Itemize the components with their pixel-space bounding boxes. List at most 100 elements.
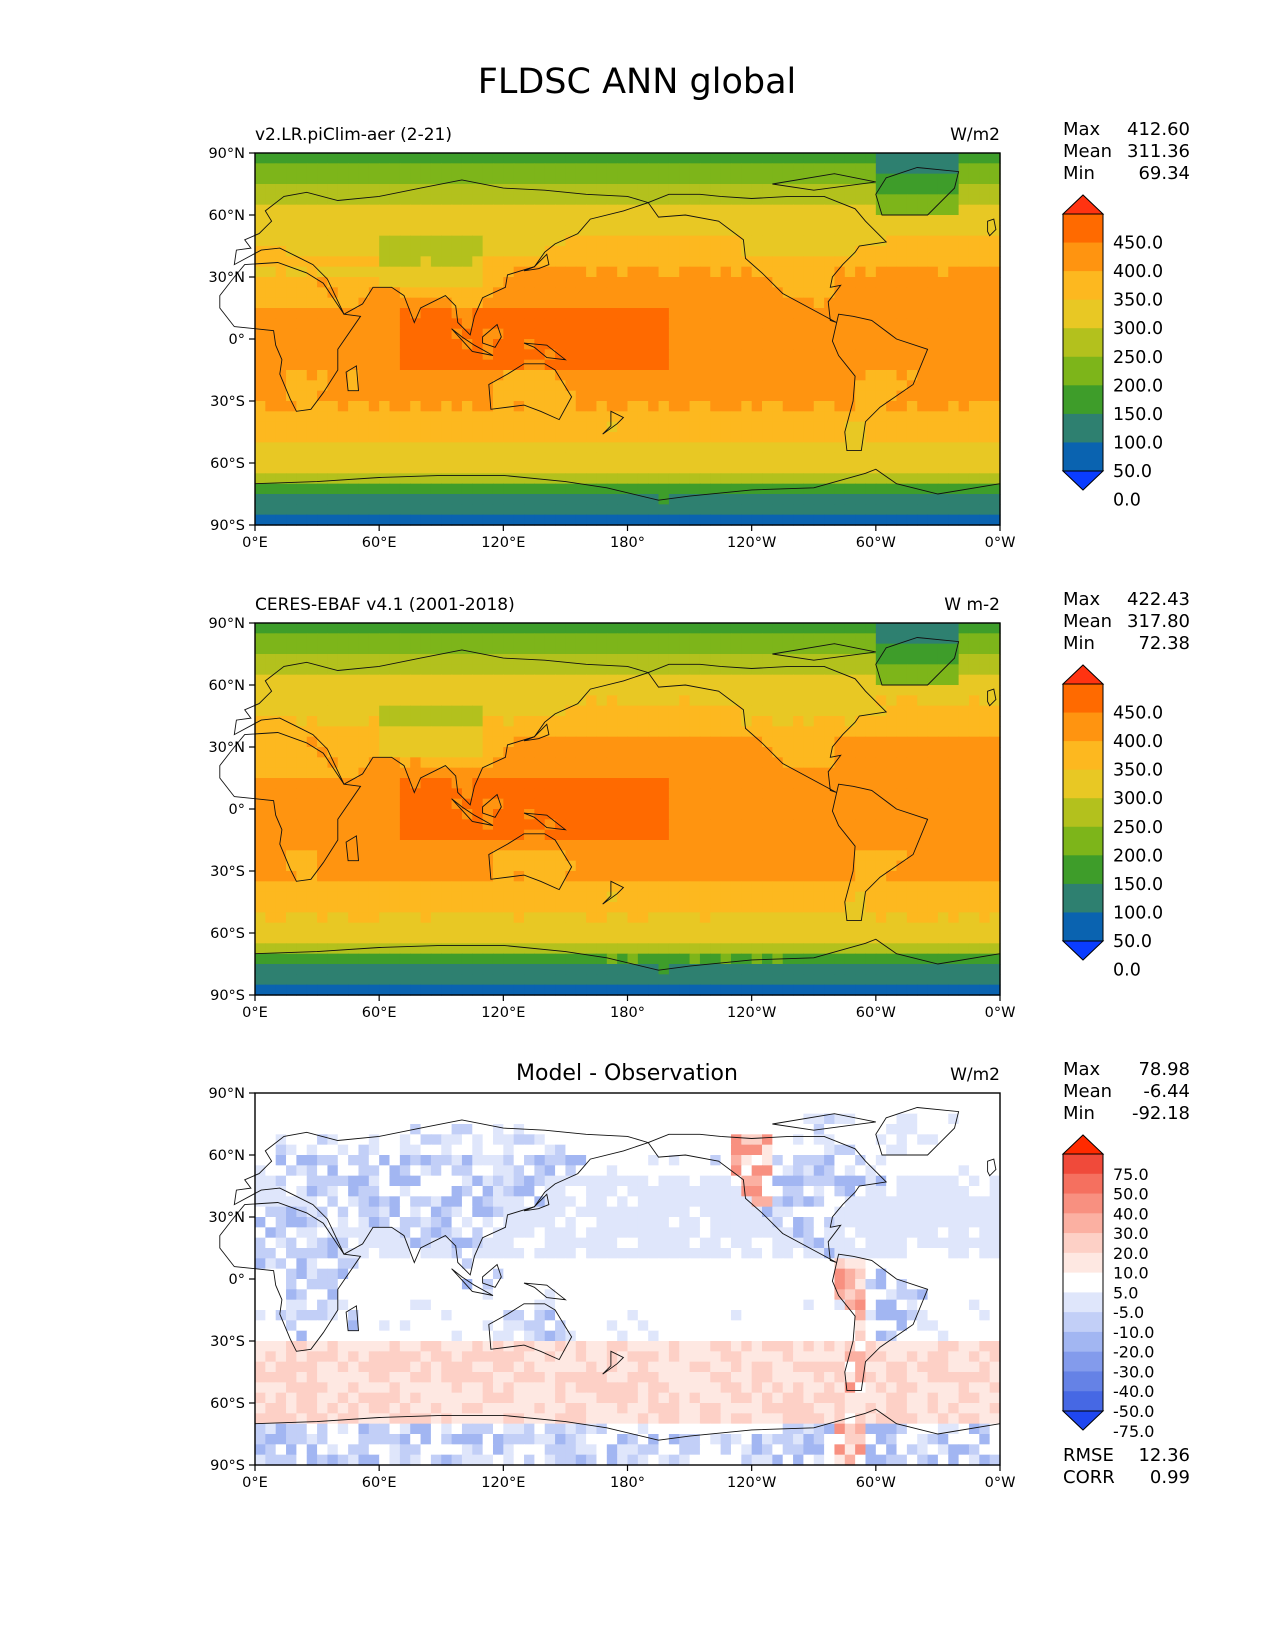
field-cell bbox=[730, 266, 742, 278]
field-cell bbox=[906, 726, 918, 738]
field-cell bbox=[710, 633, 722, 645]
field-cell bbox=[286, 153, 297, 164]
field-cell bbox=[865, 788, 877, 800]
field-cell bbox=[617, 370, 629, 381]
field-cell bbox=[544, 463, 556, 474]
field-cell bbox=[906, 912, 918, 924]
field-cell bbox=[389, 674, 401, 686]
field-cell bbox=[575, 767, 587, 779]
field-cell bbox=[410, 850, 422, 862]
field-cell bbox=[896, 674, 908, 686]
field-cell bbox=[699, 287, 711, 299]
field-cell bbox=[492, 173, 504, 185]
field-cell bbox=[917, 757, 929, 769]
field-cell bbox=[865, 153, 877, 164]
field-cell bbox=[844, 452, 856, 464]
field-cell bbox=[958, 716, 970, 727]
field-cell bbox=[637, 685, 649, 696]
field-cell bbox=[793, 829, 805, 841]
field-cell bbox=[648, 225, 660, 237]
field-cell bbox=[255, 287, 266, 299]
field-cell bbox=[927, 287, 939, 299]
field-cell bbox=[399, 153, 411, 164]
field-cell bbox=[751, 432, 763, 443]
field-cell bbox=[524, 173, 535, 185]
field-cell bbox=[296, 798, 308, 810]
field-cell bbox=[699, 912, 711, 924]
field-cell bbox=[689, 922, 701, 934]
field-cell bbox=[875, 483, 887, 495]
field-cell bbox=[989, 809, 1001, 820]
field-cell bbox=[648, 380, 660, 392]
field-cell bbox=[679, 922, 691, 934]
field-cell bbox=[596, 370, 608, 381]
field-cell bbox=[968, 504, 980, 516]
field-cell bbox=[751, 943, 763, 955]
field-cell bbox=[544, 349, 556, 361]
field-cell bbox=[689, 184, 701, 195]
field-cell bbox=[524, 850, 535, 862]
field-cell bbox=[834, 297, 846, 309]
field-cell bbox=[679, 204, 691, 216]
field-cell bbox=[296, 194, 308, 206]
field-cell bbox=[668, 163, 680, 175]
field-cell bbox=[265, 204, 277, 216]
field-cell bbox=[906, 860, 918, 872]
field-cell bbox=[824, 215, 836, 226]
field-cell bbox=[286, 359, 297, 371]
field-cell bbox=[596, 664, 608, 676]
field-cell bbox=[368, 809, 380, 820]
field-cell bbox=[803, 788, 815, 800]
field-cell bbox=[855, 452, 867, 464]
field-cell bbox=[751, 829, 763, 841]
field-cell bbox=[389, 277, 401, 288]
field-cell bbox=[958, 767, 970, 779]
field-cell bbox=[762, 390, 773, 402]
field-cell bbox=[668, 685, 680, 696]
field-cell bbox=[679, 860, 691, 872]
field-cell bbox=[565, 829, 577, 841]
field-cell bbox=[503, 215, 515, 226]
field-cell bbox=[379, 184, 391, 195]
field-cell bbox=[286, 664, 297, 676]
field-cell bbox=[296, 277, 308, 288]
field-cell bbox=[689, 788, 701, 800]
field-cell bbox=[917, 215, 929, 226]
field-cell bbox=[565, 685, 577, 696]
field-cell bbox=[979, 339, 991, 350]
field-cell bbox=[348, 891, 360, 903]
field-cell bbox=[751, 411, 763, 423]
field-cell bbox=[275, 767, 287, 779]
field-cell bbox=[596, 674, 608, 686]
field-cell bbox=[772, 695, 784, 707]
field-cell bbox=[875, 297, 887, 309]
field-cell bbox=[472, 674, 484, 686]
field-cell bbox=[317, 809, 329, 820]
field-cell bbox=[265, 225, 277, 237]
field-cell bbox=[544, 654, 556, 665]
field-cell bbox=[265, 953, 277, 965]
field-cell bbox=[451, 685, 463, 696]
field-cell bbox=[348, 494, 360, 505]
field-cell bbox=[927, 194, 939, 206]
field-cell bbox=[410, 339, 422, 350]
field-cell bbox=[327, 674, 339, 686]
field-cell bbox=[958, 705, 970, 717]
field-cell bbox=[989, 173, 1001, 185]
field-cell bbox=[710, 256, 722, 268]
field-cell bbox=[793, 922, 805, 934]
field-cell bbox=[410, 860, 422, 872]
field-cell bbox=[886, 716, 898, 727]
field-cell bbox=[730, 153, 742, 164]
field-cell bbox=[379, 674, 391, 686]
field-cell bbox=[741, 902, 753, 913]
field-cell bbox=[772, 494, 784, 505]
field-cell bbox=[813, 163, 825, 175]
field-cell bbox=[555, 297, 567, 309]
field-cell bbox=[296, 860, 308, 872]
field-cell bbox=[668, 778, 680, 789]
field-cell bbox=[596, 432, 608, 443]
field-cell bbox=[627, 256, 639, 268]
field-cell bbox=[534, 685, 546, 696]
field-cell bbox=[782, 390, 794, 402]
